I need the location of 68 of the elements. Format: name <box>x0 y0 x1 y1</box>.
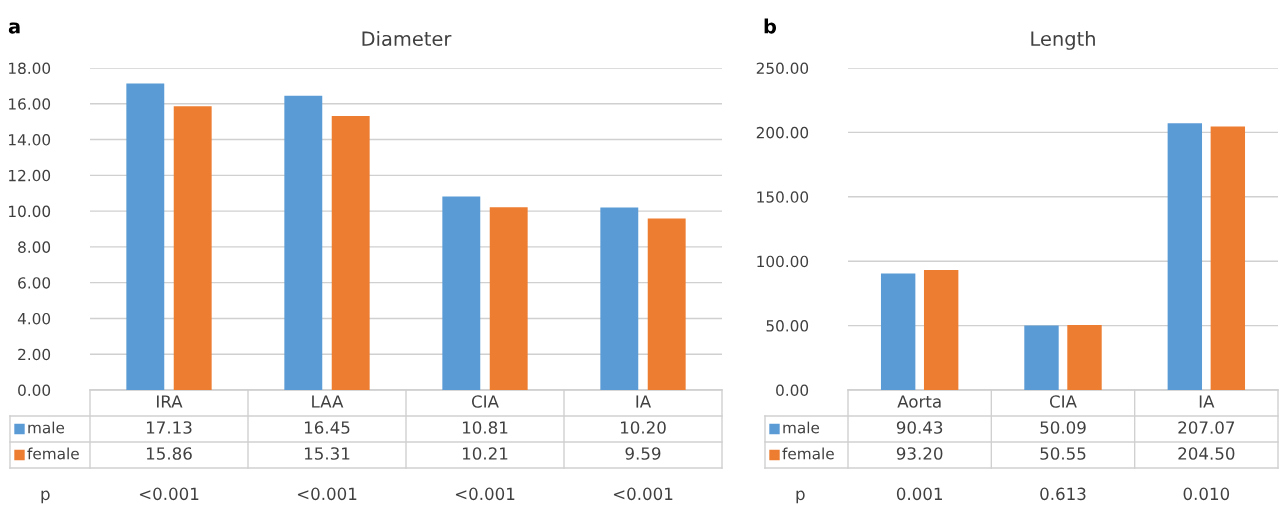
bar <box>600 207 639 390</box>
y-tick-label: 4.00 <box>17 312 51 325</box>
x-tick-label: LAA <box>312 395 344 408</box>
data-label: 90.43 <box>896 421 943 434</box>
y-tick-label: 10.00 <box>9 205 51 218</box>
bar <box>442 196 481 390</box>
y-tick-label: 12.00 <box>9 169 51 182</box>
bar <box>1067 324 1102 390</box>
x-tick-label: IA <box>1199 395 1215 408</box>
bar <box>1167 123 1203 390</box>
y-tick-label: 2.00 <box>18 348 51 361</box>
bar <box>1024 325 1059 390</box>
y-tick-label: 0.00 <box>776 384 809 397</box>
x-tick-label: Aorta <box>897 395 941 408</box>
bar <box>1210 126 1246 390</box>
y-tick-label: 150.00 <box>757 191 809 203</box>
text: <0.001 <box>139 487 199 501</box>
bar <box>647 218 686 390</box>
x-tick-label: CIA <box>471 395 499 408</box>
data-label: 10.81 <box>462 421 508 434</box>
data-label: 50.55 <box>1040 447 1086 460</box>
text: p <box>41 490 50 504</box>
y-tick-label: 14.00 <box>9 134 51 146</box>
bar <box>880 273 916 390</box>
data-label: 50.09 <box>1040 421 1086 434</box>
data-label: 10.20 <box>620 421 666 434</box>
y-tick-label: 8.00 <box>18 241 51 253</box>
data-label: 17.13 <box>146 421 192 434</box>
y-tick-label: 100.00 <box>757 255 809 268</box>
legend-label: female <box>782 447 834 460</box>
chart-title: Diameter <box>362 31 452 47</box>
legend-label: male <box>28 421 65 434</box>
data-label: 9.59 <box>625 447 661 460</box>
bar <box>489 207 528 390</box>
text: <0.001 <box>297 487 357 501</box>
y-tick-label: 200.00 <box>756 126 809 139</box>
y-tick-label: 0.00 <box>18 384 51 397</box>
legend-label: female <box>27 447 79 460</box>
text: 0.010 <box>1183 487 1230 501</box>
y-tick-label: 16.00 <box>9 98 51 110</box>
text: 0.001 <box>896 487 942 501</box>
legend-label: male <box>783 421 820 434</box>
bar <box>923 269 959 390</box>
text: a <box>8 22 20 34</box>
text: <0.001 <box>455 487 515 501</box>
y-tick-label: 50.00 <box>766 320 809 332</box>
data-label: 16.45 <box>304 421 350 434</box>
x-tick-label: CIA <box>1049 395 1077 408</box>
text: b <box>764 18 777 34</box>
y-tick-label: 250.00 <box>756 62 809 75</box>
x-tick-label: IA <box>636 395 652 408</box>
data-label: 10.21 <box>462 447 508 460</box>
bar <box>126 83 165 390</box>
y-tick-label: 6.00 <box>18 277 51 289</box>
data-label: 15.86 <box>146 447 192 460</box>
data-label: 204.50 <box>1178 447 1235 460</box>
data-label: 15.31 <box>304 447 350 460</box>
text: p <box>796 490 805 504</box>
data-label: 93.20 <box>896 447 943 460</box>
text: <0.001 <box>613 487 673 501</box>
x-tick-label: IRA <box>157 395 183 408</box>
y-tick-label: 18.00 <box>9 62 51 75</box>
bar <box>331 116 370 390</box>
bar <box>173 106 212 390</box>
chart-title: Length <box>1031 31 1095 50</box>
text: 0.613 <box>1040 487 1086 501</box>
data-label: 207.07 <box>1178 421 1235 434</box>
bar <box>284 95 323 390</box>
